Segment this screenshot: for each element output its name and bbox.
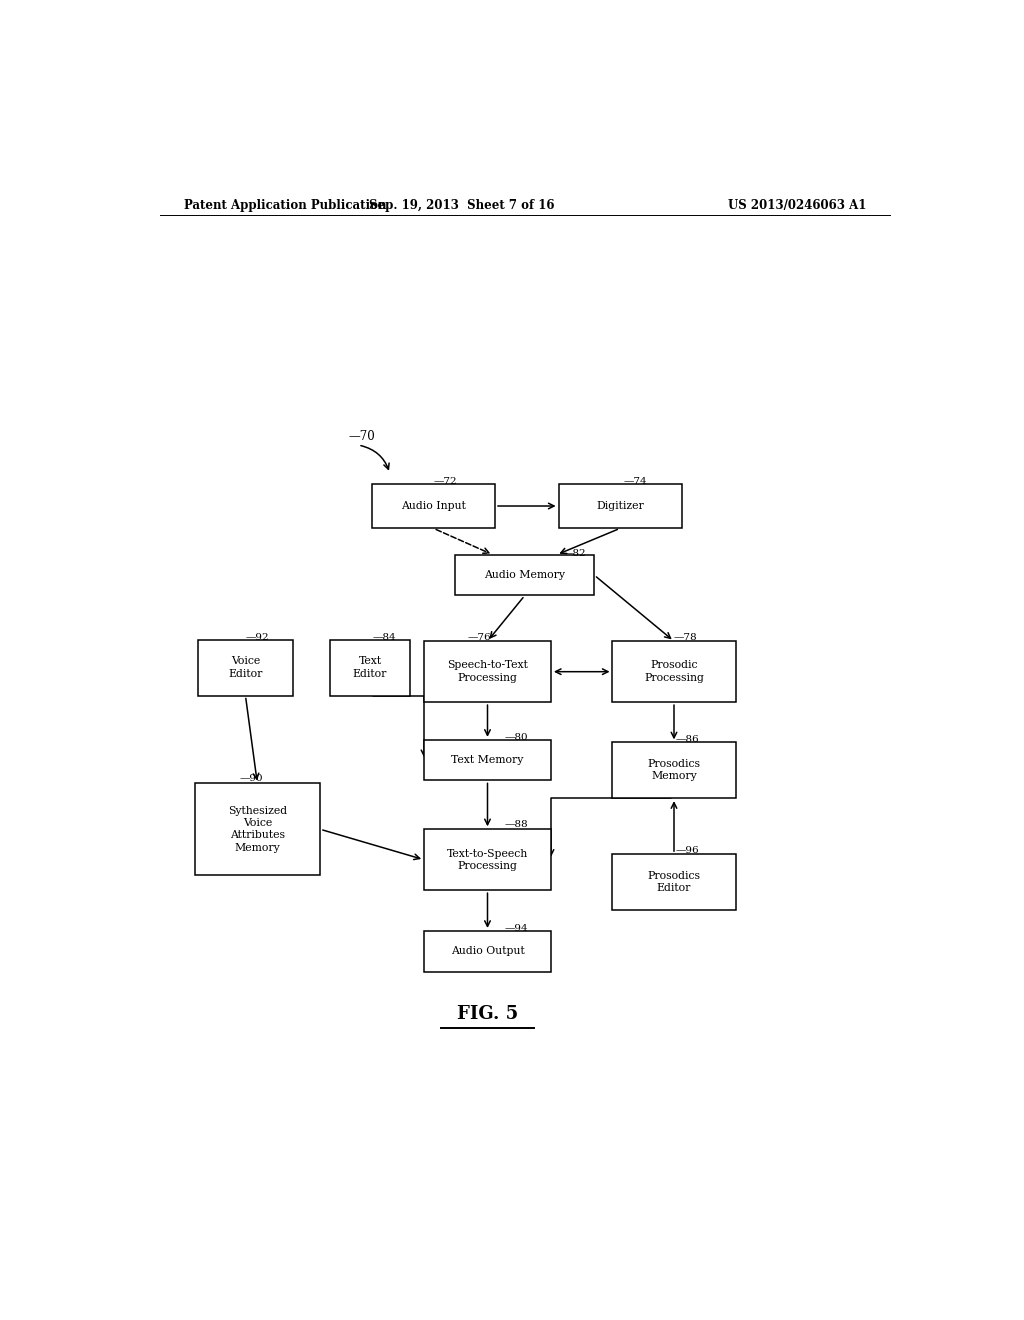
Text: —76: —76 xyxy=(468,634,492,643)
Bar xyxy=(424,739,551,780)
Text: —86: —86 xyxy=(676,735,699,744)
Text: Text-to-Speech
Processing: Text-to-Speech Processing xyxy=(446,849,528,871)
Text: Digitizer: Digitizer xyxy=(596,502,644,511)
Text: Prosodics
Memory: Prosodics Memory xyxy=(647,759,700,781)
Text: —88: —88 xyxy=(505,820,528,829)
Text: US 2013/0246063 A1: US 2013/0246063 A1 xyxy=(728,198,866,211)
Text: Text
Editor: Text Editor xyxy=(353,656,387,678)
Text: Audio Memory: Audio Memory xyxy=(484,570,565,579)
Bar xyxy=(372,483,495,528)
Bar xyxy=(198,640,293,696)
Text: Sythesized
Voice
Attributes
Memory: Sythesized Voice Attributes Memory xyxy=(227,805,287,853)
Text: Prosodic
Processing: Prosodic Processing xyxy=(644,660,703,682)
Text: Speech-to-Text
Processing: Speech-to-Text Processing xyxy=(447,660,528,682)
Text: —84: —84 xyxy=(373,634,396,643)
Text: —92: —92 xyxy=(246,634,269,643)
Bar xyxy=(195,784,321,875)
Text: Prosodics
Editor: Prosodics Editor xyxy=(647,871,700,894)
Bar xyxy=(424,642,551,702)
Text: —70: —70 xyxy=(348,430,376,444)
Text: Patent Application Publication: Patent Application Publication xyxy=(183,198,386,211)
Bar xyxy=(331,640,410,696)
Text: Voice
Editor: Voice Editor xyxy=(228,656,262,678)
Bar xyxy=(558,483,682,528)
Text: —94: —94 xyxy=(505,924,528,933)
Text: —96: —96 xyxy=(676,846,699,854)
Text: —82: —82 xyxy=(563,549,587,558)
Text: Sep. 19, 2013  Sheet 7 of 16: Sep. 19, 2013 Sheet 7 of 16 xyxy=(369,198,554,211)
Text: Audio Output: Audio Output xyxy=(451,946,524,956)
Text: —74: —74 xyxy=(624,477,647,486)
Text: —90: —90 xyxy=(240,775,263,784)
Text: —80: —80 xyxy=(505,733,528,742)
Text: Text Memory: Text Memory xyxy=(452,755,523,766)
Bar xyxy=(612,854,735,909)
Text: FIG. 5: FIG. 5 xyxy=(457,1006,518,1023)
Bar xyxy=(424,931,551,972)
Text: —72: —72 xyxy=(433,477,457,486)
Bar xyxy=(612,642,735,702)
Bar xyxy=(424,829,551,890)
Bar xyxy=(612,742,735,799)
Text: Audio Input: Audio Input xyxy=(401,502,466,511)
Bar xyxy=(456,554,594,595)
Text: —78: —78 xyxy=(674,634,697,643)
